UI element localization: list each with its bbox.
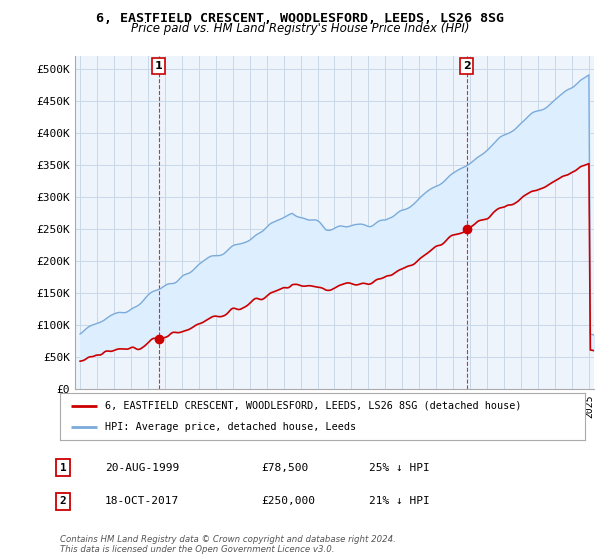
Text: 25% ↓ HPI: 25% ↓ HPI <box>369 463 430 473</box>
Text: 2: 2 <box>59 496 67 506</box>
Text: Price paid vs. HM Land Registry's House Price Index (HPI): Price paid vs. HM Land Registry's House … <box>131 22 469 35</box>
Text: 18-OCT-2017: 18-OCT-2017 <box>105 496 179 506</box>
Text: 1: 1 <box>59 463 67 473</box>
Text: 2: 2 <box>463 61 470 71</box>
Text: 1: 1 <box>155 61 163 71</box>
Text: 6, EASTFIELD CRESCENT, WOODLESFORD, LEEDS, LS26 8SG (detached house): 6, EASTFIELD CRESCENT, WOODLESFORD, LEED… <box>104 400 521 410</box>
Text: 20-AUG-1999: 20-AUG-1999 <box>105 463 179 473</box>
Text: HPI: Average price, detached house, Leeds: HPI: Average price, detached house, Leed… <box>104 422 356 432</box>
Text: Contains HM Land Registry data © Crown copyright and database right 2024.
This d: Contains HM Land Registry data © Crown c… <box>60 535 396 554</box>
Text: 6, EASTFIELD CRESCENT, WOODLESFORD, LEEDS, LS26 8SG: 6, EASTFIELD CRESCENT, WOODLESFORD, LEED… <box>96 12 504 25</box>
Text: 21% ↓ HPI: 21% ↓ HPI <box>369 496 430 506</box>
Text: £78,500: £78,500 <box>261 463 308 473</box>
Text: £250,000: £250,000 <box>261 496 315 506</box>
